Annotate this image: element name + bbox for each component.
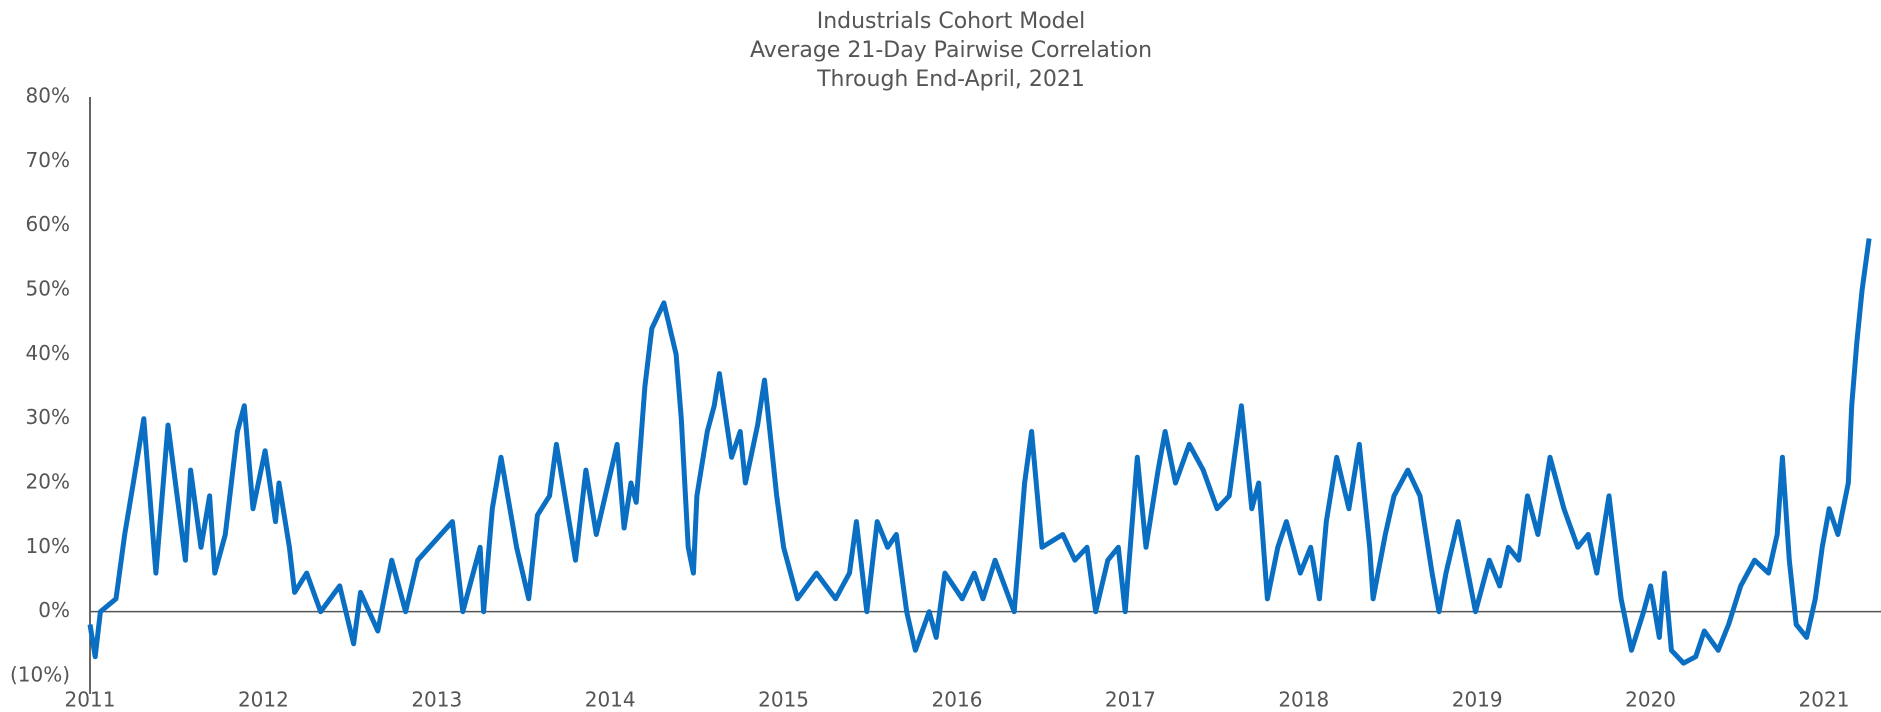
chart-title: Industrials Cohort Model bbox=[817, 9, 1086, 34]
x-tick-label: 2013 bbox=[411, 688, 462, 712]
data-line bbox=[87, 238, 1872, 666]
x-tick-label: 2012 bbox=[238, 688, 289, 712]
chart-title: Average 21-Day Pairwise Correlation bbox=[750, 38, 1152, 63]
x-tick-label: 2016 bbox=[932, 688, 983, 712]
x-tick-label: 2019 bbox=[1452, 688, 1503, 712]
y-tick-label: 30% bbox=[26, 405, 70, 429]
x-tick-label: 2017 bbox=[1105, 688, 1156, 712]
chart-title: Through End-April, 2021 bbox=[816, 67, 1085, 92]
x-tick-label: 2020 bbox=[1625, 688, 1676, 712]
x-tick-label: 2021 bbox=[1799, 688, 1850, 712]
x-tick-label: 2018 bbox=[1278, 688, 1329, 712]
y-tick-label: 60% bbox=[26, 212, 70, 236]
y-tick-label: (10%) bbox=[10, 663, 70, 687]
y-tick-label: 0% bbox=[38, 598, 70, 622]
y-tick-label: 80% bbox=[26, 84, 70, 108]
y-tick-label: 70% bbox=[26, 148, 70, 172]
y-tick-label: 50% bbox=[26, 277, 70, 301]
x-tick-label: 2014 bbox=[585, 688, 636, 712]
y-tick-label: 40% bbox=[26, 341, 70, 365]
x-tick-label: 2011 bbox=[65, 688, 116, 712]
x-tick-label: 2015 bbox=[758, 688, 809, 712]
y-tick-label: 20% bbox=[26, 470, 70, 494]
y-tick-label: 10% bbox=[26, 534, 70, 558]
